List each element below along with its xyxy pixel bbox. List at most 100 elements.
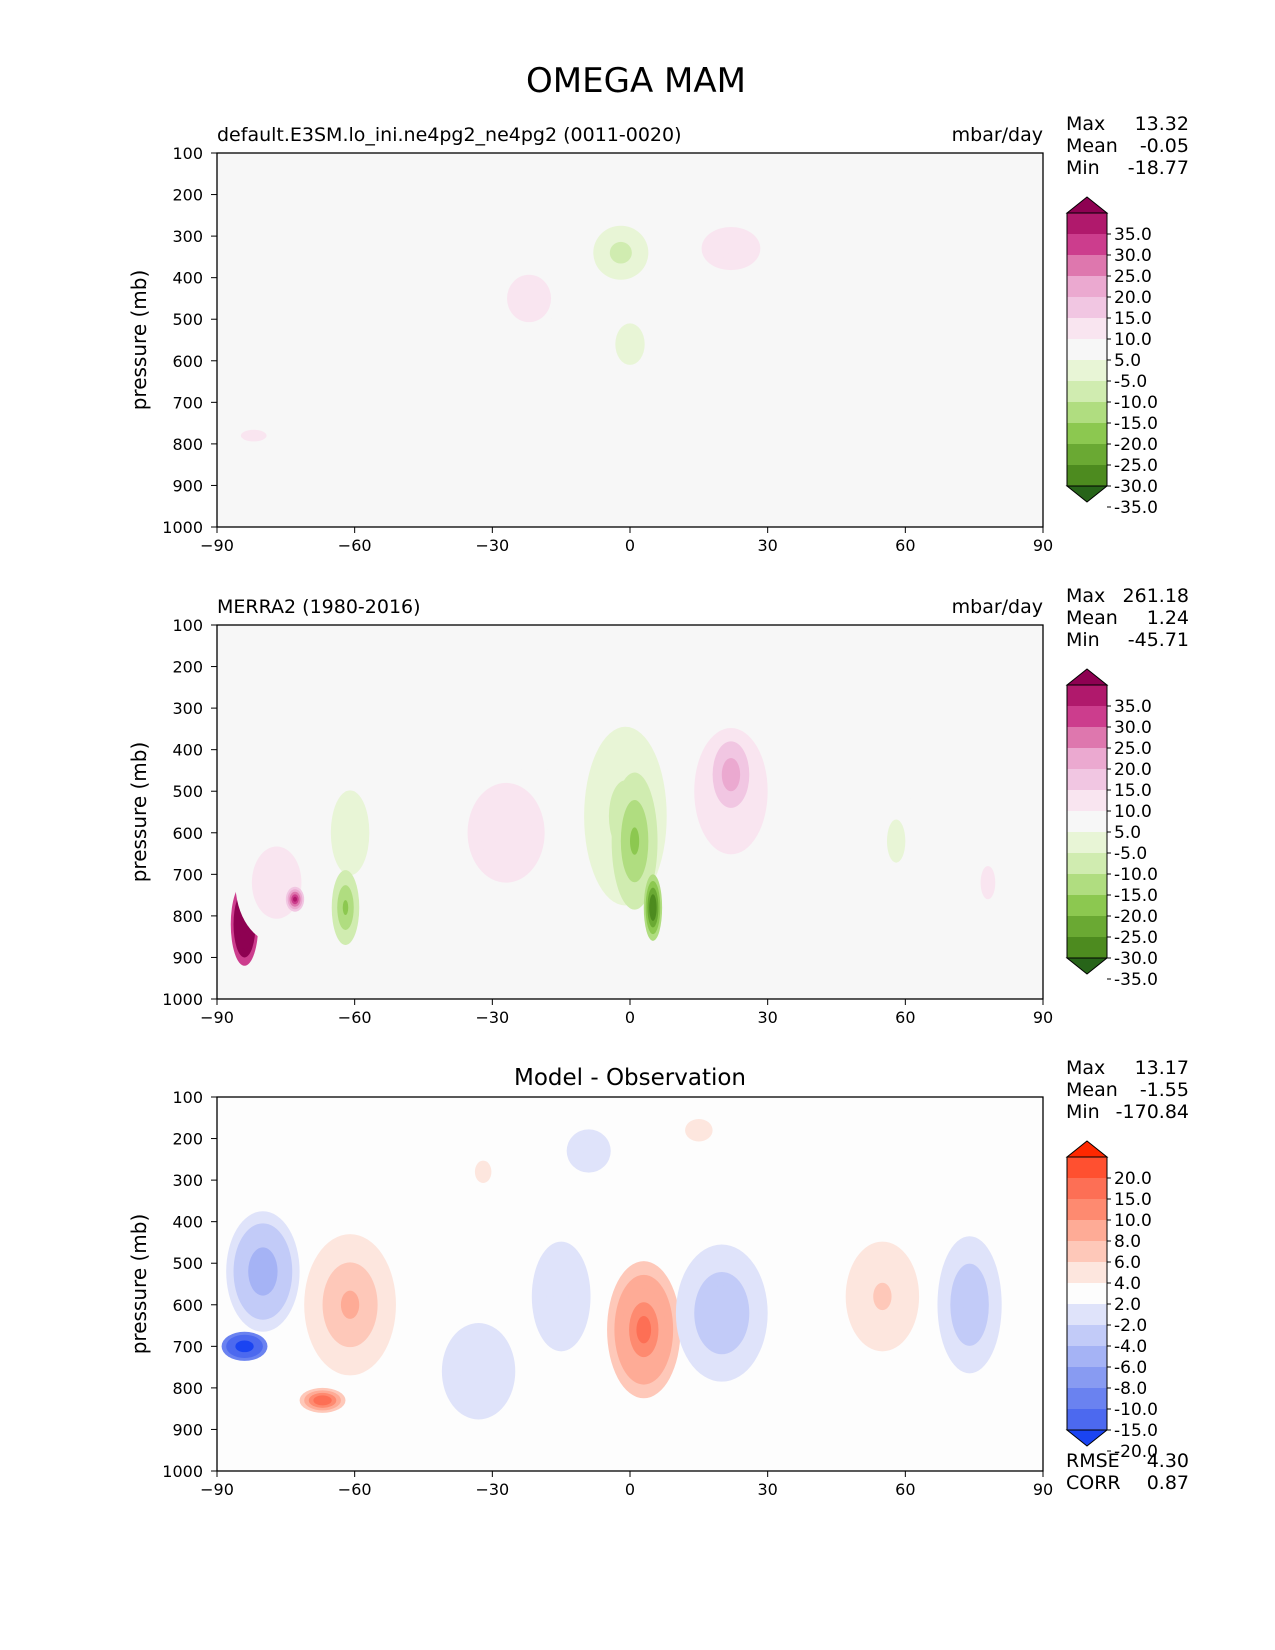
extra-stat-label: CORR	[1066, 1472, 1121, 1494]
colorbar-tick-label: 4.0	[1114, 1274, 1141, 1294]
colorbar-segment	[1067, 895, 1107, 917]
colorbar-tick-label: -25.0	[1114, 456, 1158, 476]
y-tick-label: 500	[172, 1254, 203, 1273]
y-tick-label: 100	[172, 1088, 203, 1107]
colorbar-tick-label: -15.0	[1114, 1421, 1158, 1441]
colorbar-segment	[1067, 706, 1107, 728]
stat-label: Mean	[1066, 1079, 1118, 1101]
panel-3: −90 −60 −30 0 30 60 90 100 200 300 400 500 600 700 800…	[127, 1057, 1189, 1499]
colorbar-tick-label: -10.0	[1114, 393, 1158, 413]
extra-stat-value: 4.30	[1147, 1450, 1189, 1472]
colorbar-segment	[1067, 1304, 1107, 1326]
y-tick-label: 900	[172, 948, 203, 967]
colorbar-tick-label: 35.0	[1114, 225, 1152, 245]
y-tick-label: 300	[172, 699, 203, 718]
contour-3-4	[343, 818, 357, 847]
figure-title: OMEGA MAM	[526, 61, 746, 101]
x-tick-label: 60	[895, 536, 915, 555]
contour-2-4	[622, 333, 638, 355]
colorbar-tick-label: 15.0	[1114, 1190, 1152, 1210]
colorbar-tick-label: 10.0	[1114, 1211, 1152, 1231]
y-tick-label: 300	[172, 1171, 203, 1190]
colorbar-frame	[1066, 212, 1108, 487]
contour-2-4	[340, 1290, 360, 1319]
y-tick-label: 100	[172, 144, 203, 163]
x-tick-label: −60	[338, 1008, 372, 1027]
x-tick-label: −60	[338, 536, 372, 555]
colorbar-segment	[1067, 916, 1107, 938]
colorbar-tick-label: 10.0	[1114, 802, 1152, 822]
colorbar-tick-label: -10.0	[1114, 865, 1158, 885]
y-tick-label: 100	[172, 616, 203, 635]
colorbar-segment	[1067, 769, 1107, 791]
contour-8-4	[650, 900, 655, 915]
panel-title: default.E3SM.lo_ini.ne4pg2_ne4pg2 (0011-…	[217, 124, 682, 146]
stat-value: 261.18	[1123, 585, 1189, 607]
stat-value: -1.55	[1140, 1079, 1189, 1101]
contour-1-4	[268, 870, 285, 895]
extra-stat-label: RMSE	[1066, 1450, 1120, 1472]
colorbar-tick-label: 2.0	[1114, 1295, 1141, 1315]
stat-value: -0.05	[1140, 135, 1189, 157]
y-tick-label: 600	[172, 1296, 203, 1315]
colorbar-tick-label: -6.0	[1114, 1358, 1147, 1378]
colorbar-segment	[1067, 1178, 1107, 1200]
x-tick-label: 0	[625, 536, 635, 555]
stat-value: 1.24	[1147, 607, 1189, 629]
colorbar-tick-label: 15.0	[1114, 781, 1152, 801]
contour-12-4	[480, 1168, 486, 1176]
x-tick-label: −90	[200, 536, 234, 555]
y-axis-label: pressure (mb)	[127, 270, 151, 411]
y-tick-label: 200	[172, 186, 203, 205]
y-tick-label: 300	[172, 227, 203, 246]
colorbar-tick-label: 5.0	[1114, 823, 1141, 843]
contour-1-4	[615, 247, 627, 259]
y-tick-label: 500	[172, 310, 203, 329]
y-axis-label: pressure (mb)	[127, 742, 151, 883]
colorbar-segment	[1067, 465, 1107, 487]
contour-10-4	[726, 766, 736, 783]
stat-label: Min	[1066, 157, 1100, 179]
panel-1: −90 −60 −30 0 30 60 90 100 200 300 400 500 600 700 800…	[127, 113, 1189, 555]
contour-9-4	[712, 1299, 731, 1327]
colorbar-segment	[1067, 1262, 1107, 1284]
colorbar-segment	[1067, 937, 1107, 959]
colorbar-segment	[1067, 234, 1107, 256]
colorbar-segment	[1067, 811, 1107, 833]
y-tick-label: 900	[172, 1420, 203, 1439]
colorbar-tick-label: -15.0	[1114, 414, 1158, 434]
y-tick-label: 900	[172, 476, 203, 495]
colorbar-segment	[1067, 832, 1107, 854]
colorbar-tick-label: 20.0	[1114, 760, 1152, 780]
y-tick-label: 400	[172, 741, 203, 760]
colorbar-segment	[1067, 790, 1107, 812]
y-tick-label: 1000	[162, 518, 203, 537]
y-tick-label: 800	[172, 907, 203, 926]
colorbar-tick-label: 25.0	[1114, 267, 1152, 287]
colorbar: 35.030.025.020.015.010.05.0-5.0-10.0-15.…	[1065, 668, 1158, 990]
y-tick-label: 200	[172, 658, 203, 677]
stat-value: 13.32	[1135, 113, 1189, 135]
stat-label: Min	[1066, 629, 1100, 651]
colorbar-segment	[1067, 1367, 1107, 1389]
contour-6-4	[583, 1145, 595, 1157]
colorbar-segment	[1067, 1199, 1107, 1221]
colorbar-tick-label: -35.0	[1114, 970, 1158, 990]
y-tick-label: 800	[172, 1379, 203, 1398]
colorbar-tick-label: -35.0	[1114, 498, 1158, 518]
contour-2-4	[293, 896, 298, 902]
colorbar-tick-label: -20.0	[1114, 1442, 1158, 1462]
contour-3-4	[723, 243, 739, 254]
colorbar-tick-label: -8.0	[1114, 1379, 1147, 1399]
x-tick-label: 90	[1033, 536, 1053, 555]
colorbar-segment	[1067, 1241, 1107, 1263]
colorbar-extend-min	[1065, 957, 1109, 975]
colorbar-tick-label: 5.0	[1114, 351, 1141, 371]
stat-label: Max	[1066, 113, 1105, 135]
colorbar-segment	[1067, 381, 1107, 403]
panel-2: −90 −60 −30 0 30 60 90 100 200 300 400 500 600 700 800…	[127, 585, 1189, 1027]
contour-8-4	[694, 1126, 704, 1134]
colorbar-segment	[1067, 1220, 1107, 1242]
x-tick-label: 90	[1033, 1008, 1053, 1027]
colorbar-tick-label: 35.0	[1114, 697, 1152, 717]
